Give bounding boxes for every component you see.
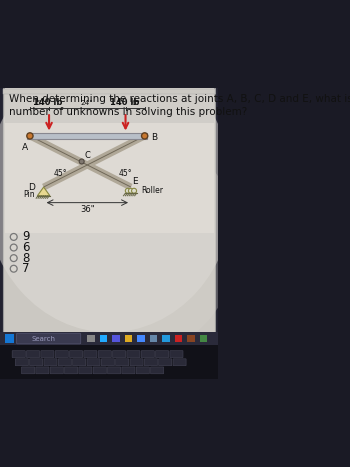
Text: 6": 6" <box>131 100 139 106</box>
FancyBboxPatch shape <box>107 367 121 374</box>
Circle shape <box>27 133 33 139</box>
Bar <box>0 345 218 379</box>
FancyBboxPatch shape <box>58 359 71 366</box>
Bar <box>137 335 145 342</box>
FancyBboxPatch shape <box>30 359 43 366</box>
Circle shape <box>10 255 17 262</box>
Bar <box>5 88 214 123</box>
Circle shape <box>128 188 133 193</box>
FancyBboxPatch shape <box>41 351 54 358</box>
Circle shape <box>79 159 84 164</box>
FancyBboxPatch shape <box>70 351 83 358</box>
Bar <box>175 335 182 342</box>
FancyBboxPatch shape <box>144 359 158 366</box>
Text: 7: 7 <box>22 262 29 275</box>
Text: 36": 36" <box>80 205 95 214</box>
Bar <box>112 335 120 342</box>
Bar <box>100 335 107 342</box>
FancyBboxPatch shape <box>113 351 126 358</box>
Text: 45°: 45° <box>118 170 132 178</box>
Text: 8: 8 <box>22 252 29 265</box>
FancyBboxPatch shape <box>16 333 81 344</box>
FancyBboxPatch shape <box>170 351 183 358</box>
FancyBboxPatch shape <box>73 359 86 366</box>
Text: A: A <box>22 143 28 152</box>
Text: E: E <box>132 177 138 186</box>
Text: 9: 9 <box>22 230 29 243</box>
FancyBboxPatch shape <box>55 351 68 358</box>
Bar <box>0 86 218 348</box>
Polygon shape <box>37 187 50 196</box>
Ellipse shape <box>50 133 237 351</box>
FancyBboxPatch shape <box>159 359 172 366</box>
FancyBboxPatch shape <box>50 367 63 374</box>
Circle shape <box>132 188 136 193</box>
Text: D: D <box>28 183 35 191</box>
FancyBboxPatch shape <box>116 359 129 366</box>
FancyBboxPatch shape <box>21 367 35 374</box>
FancyBboxPatch shape <box>136 367 149 374</box>
FancyBboxPatch shape <box>12 351 25 358</box>
FancyBboxPatch shape <box>155 351 169 358</box>
FancyBboxPatch shape <box>36 367 49 374</box>
Circle shape <box>141 133 148 139</box>
Text: 6: 6 <box>22 241 29 254</box>
Text: 6": 6" <box>35 100 43 106</box>
FancyBboxPatch shape <box>173 359 186 366</box>
FancyBboxPatch shape <box>141 351 154 358</box>
Bar <box>150 335 157 342</box>
Polygon shape <box>27 133 147 139</box>
Bar <box>199 335 207 342</box>
Circle shape <box>10 234 17 241</box>
FancyBboxPatch shape <box>98 351 111 358</box>
FancyBboxPatch shape <box>122 367 135 374</box>
FancyBboxPatch shape <box>87 359 100 366</box>
Bar <box>162 335 170 342</box>
Text: 24": 24" <box>81 100 94 106</box>
FancyBboxPatch shape <box>64 367 78 374</box>
Text: Search: Search <box>31 336 55 341</box>
FancyBboxPatch shape <box>44 359 57 366</box>
FancyBboxPatch shape <box>27 351 40 358</box>
FancyBboxPatch shape <box>127 351 140 358</box>
Bar <box>5 334 14 343</box>
Circle shape <box>10 244 17 251</box>
Text: B: B <box>151 133 157 142</box>
Text: 140 lb: 140 lb <box>33 98 63 106</box>
Bar <box>3 88 215 345</box>
Text: 140 lb: 140 lb <box>110 98 139 106</box>
Text: 45°: 45° <box>54 170 67 178</box>
Bar <box>0 333 218 345</box>
FancyBboxPatch shape <box>101 359 114 366</box>
FancyBboxPatch shape <box>84 351 97 358</box>
Text: When determining the reactions at joints A, B, C, D and E, what is the total
num: When determining the reactions at joints… <box>9 93 350 117</box>
Circle shape <box>125 188 130 193</box>
Circle shape <box>10 265 17 272</box>
Text: Pin: Pin <box>23 190 35 199</box>
FancyBboxPatch shape <box>79 367 92 374</box>
Bar <box>125 335 132 342</box>
Bar <box>87 335 95 342</box>
Bar <box>3 89 215 93</box>
FancyBboxPatch shape <box>150 367 164 374</box>
Ellipse shape <box>0 52 234 333</box>
Text: Roller: Roller <box>141 186 163 195</box>
Bar <box>5 88 214 233</box>
Bar <box>187 335 195 342</box>
FancyBboxPatch shape <box>15 359 28 366</box>
FancyBboxPatch shape <box>93 367 106 374</box>
Text: C: C <box>85 151 91 160</box>
FancyBboxPatch shape <box>130 359 143 366</box>
